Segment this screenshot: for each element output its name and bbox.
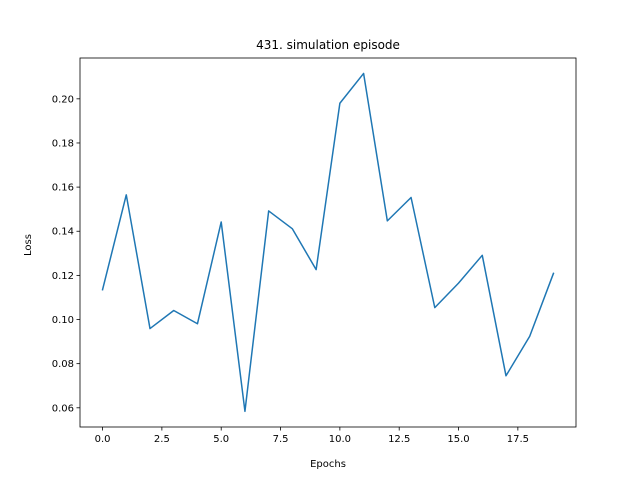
x-tick-label: 17.5 <box>507 434 529 445</box>
axes-frame <box>79 57 577 428</box>
chart-title: 431. simulation episode <box>256 38 400 52</box>
x-tick-label: 5.0 <box>213 434 229 445</box>
y-tick-label: 0.06 <box>52 403 74 414</box>
x-axis-label: Epochs <box>310 459 346 470</box>
y-tick-label: 0.10 <box>52 315 74 326</box>
plot-area <box>101 72 555 413</box>
x-tick-label: 7.5 <box>273 434 289 445</box>
x-tick-label: 12.5 <box>388 434 410 445</box>
y-tick-label: 0.16 <box>52 183 74 194</box>
y-tick-label: 0.14 <box>52 227 74 238</box>
y-tick-label: 0.12 <box>52 271 74 282</box>
y-axis-label: Loss <box>23 234 34 256</box>
y-tick-label: 0.08 <box>52 359 74 370</box>
x-axis: 0.0 2.5 5.0 7.5 10.0 12.5 15.0 17.5 <box>95 427 529 445</box>
x-tick-label: 15.0 <box>447 434 469 445</box>
x-tick-label: 0.0 <box>95 434 111 445</box>
x-tick-label: 10.0 <box>329 434 351 445</box>
y-axis: 0.06 0.08 0.10 0.12 0.14 0.16 0.18 0.20 <box>52 94 80 414</box>
x-tick-label: 2.5 <box>154 434 170 445</box>
y-tick-label: 0.18 <box>52 138 74 149</box>
loss-series-line <box>101 72 555 413</box>
y-tick-label: 0.20 <box>52 94 74 105</box>
